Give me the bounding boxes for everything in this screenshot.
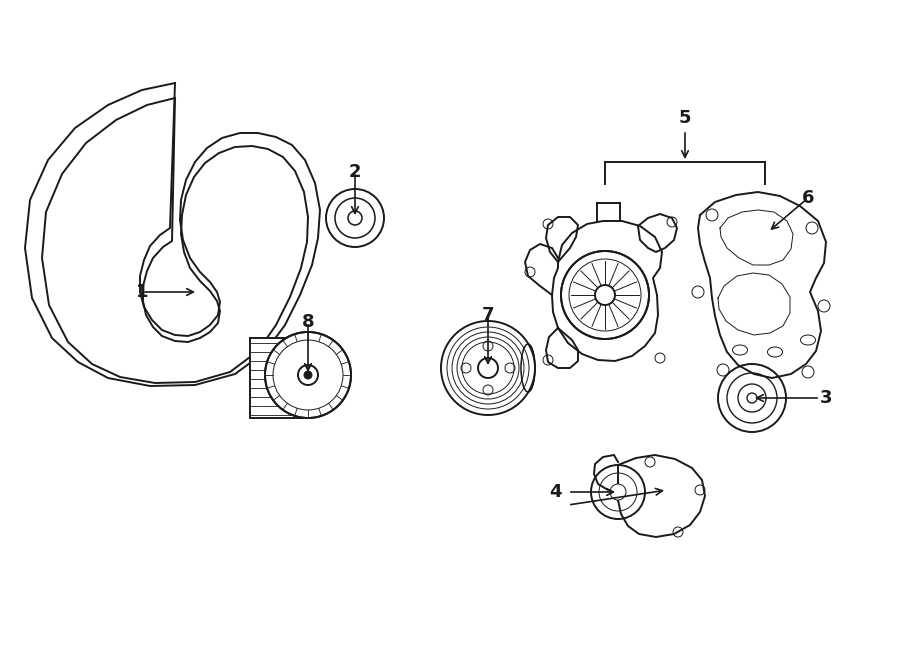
- FancyBboxPatch shape: [250, 338, 302, 418]
- Circle shape: [478, 358, 498, 378]
- Circle shape: [298, 365, 318, 385]
- Circle shape: [561, 251, 649, 339]
- Circle shape: [348, 211, 362, 225]
- Text: 8: 8: [302, 313, 314, 331]
- Text: 2: 2: [349, 163, 361, 181]
- Circle shape: [304, 371, 312, 379]
- Text: 5: 5: [679, 109, 691, 127]
- Text: 3: 3: [820, 389, 832, 407]
- Circle shape: [747, 393, 757, 403]
- Circle shape: [265, 332, 351, 418]
- Circle shape: [610, 484, 626, 500]
- Text: 6: 6: [802, 189, 814, 207]
- Circle shape: [595, 285, 615, 305]
- Text: 4: 4: [549, 483, 562, 501]
- Text: 7: 7: [482, 306, 494, 324]
- Text: 1: 1: [136, 283, 149, 301]
